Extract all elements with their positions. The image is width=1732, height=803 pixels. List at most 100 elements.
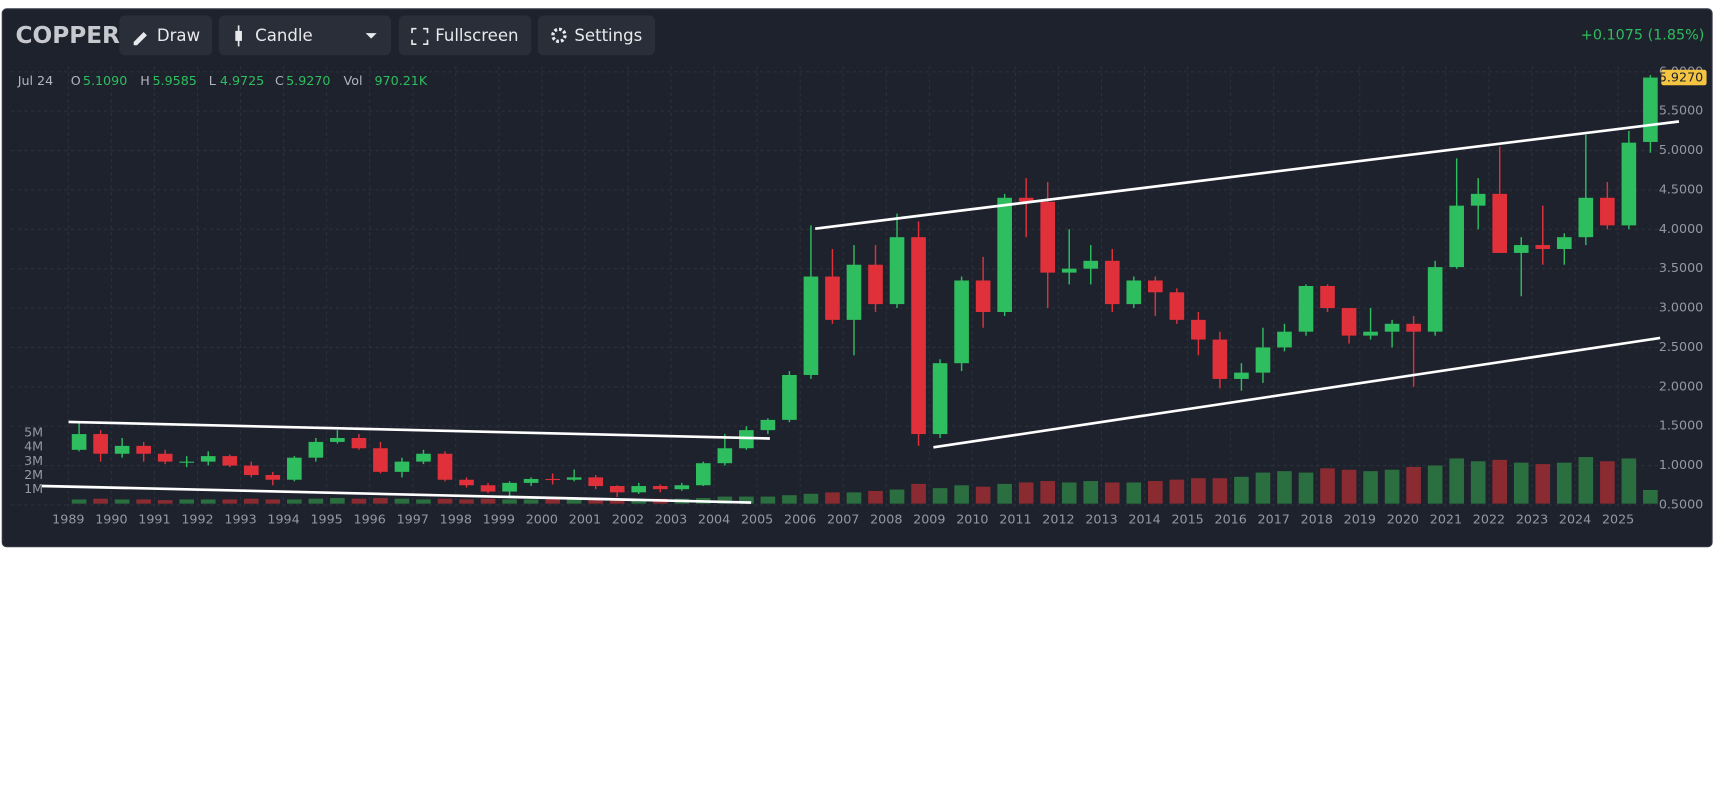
volume-bar [93,498,108,504]
candle-icon [235,30,242,41]
x-tick-label: 2025 [1602,512,1634,527]
y-tick-label: 2.5000 [1659,339,1703,354]
volume-tick-label: 3M [24,453,43,468]
x-tick-label: 2017 [1258,512,1290,527]
volume-bar [717,496,733,504]
candle-body [1148,280,1163,293]
volume-bar [1578,457,1594,504]
trend-line [68,420,770,440]
candle-dropdown[interactable] [218,15,392,56]
volume-bar [394,498,410,504]
volume-bar [1277,471,1292,504]
candle-body [1277,331,1292,348]
volume-bar [243,498,259,504]
volume-bar [1621,458,1637,504]
candle-body [1427,267,1443,332]
candle-body [997,197,1012,312]
volume-bar [71,499,87,504]
candle-label[interactable]: Candle [255,26,312,45]
info-value: 4.9725 [220,73,264,88]
candle-body [351,437,367,449]
y-tick-label: 3.5000 [1659,260,1703,275]
volume-bar [1061,482,1077,504]
candle-body [287,457,302,480]
draw-label[interactable]: Draw [157,26,200,45]
volume-bar [954,485,969,504]
volume-bar [1600,461,1615,504]
candle-body [1255,347,1271,373]
candle-body [803,276,819,375]
candle-body [631,486,647,493]
settings-label[interactable]: Settings [574,26,642,45]
volume-bar [1449,458,1464,504]
trend-line [41,484,752,504]
x-tick-label: 2009 [913,512,945,527]
x-tick-label: 2006 [784,512,816,527]
candle-body [782,374,797,420]
y-tick-label: 5.0000 [1659,142,1703,157]
candle-body [652,486,668,490]
volume-bar [502,499,517,504]
candle-body [71,434,87,450]
candle-body [265,475,281,480]
candle-body [1621,142,1637,226]
volume-bar [588,499,604,504]
candle-body [846,264,862,320]
volume-bar [136,499,151,504]
candle-body [1492,193,1508,253]
draw-button[interactable] [119,15,213,56]
volume-bar [1535,464,1551,504]
info-date: Jul 24 [17,73,54,88]
candle-body [566,477,582,480]
y-tick-label: 1.5000 [1659,418,1703,433]
volume-bar [1643,489,1658,504]
fullscreen-button[interactable] [398,15,532,56]
candle-body [459,479,474,486]
x-tick-label: 2024 [1559,512,1591,527]
candle-body [437,453,453,480]
volume-bar [1083,481,1099,504]
x-tick-label: 2021 [1430,512,1462,527]
info-label: O [71,73,81,88]
dropdown-caret [365,33,377,39]
ohlc-info: O 5.1090 H 5.9585 L 4.9725 C 5.9270 Vol 970.21K [71,73,428,88]
volume-bar [1212,478,1228,504]
x-tick-label: 2019 [1344,512,1376,527]
candle-body [588,477,604,487]
volume-bar [889,489,905,504]
info-label: L [209,73,216,88]
x-tick-label: 1997 [397,512,429,527]
x-tick-label: 2014 [1128,512,1160,527]
volume-bar [459,499,474,504]
axes: 0.5000 1.0000 1.5000 2.0000 2.5000 3.0000 3.50… [24,63,1707,527]
volume-bar [1104,482,1120,504]
x-tick-label: 2002 [612,512,644,527]
candle-body [1600,197,1615,226]
y-tick-label: 0.5000 [1659,496,1703,511]
x-tick-label: 1991 [138,512,170,527]
volume-bar [437,498,453,504]
draw-icon [133,32,147,46]
volume-bar [1427,465,1443,504]
candle-body [523,478,539,483]
volume-bar [868,490,883,504]
volume-bar [782,495,797,504]
candle-body [825,276,840,320]
volume-bar [330,498,345,504]
candle-body [674,485,690,490]
info-value: 5.1090 [83,73,127,88]
candle-body [1298,285,1314,332]
candle-body [1341,308,1357,336]
x-tick-label: 2008 [870,512,902,527]
volume-bar [1169,479,1185,504]
volume-bar [1255,472,1271,504]
volume-bar [114,499,130,504]
grid [11,66,1663,509]
candle-body [373,448,388,472]
candle-body [889,237,905,305]
candle-body [1061,268,1077,273]
candle-body [1104,260,1120,305]
volume-bar [739,496,754,504]
settings-button[interactable] [537,15,656,56]
fullscreen-label[interactable]: Fullscreen [435,26,518,45]
